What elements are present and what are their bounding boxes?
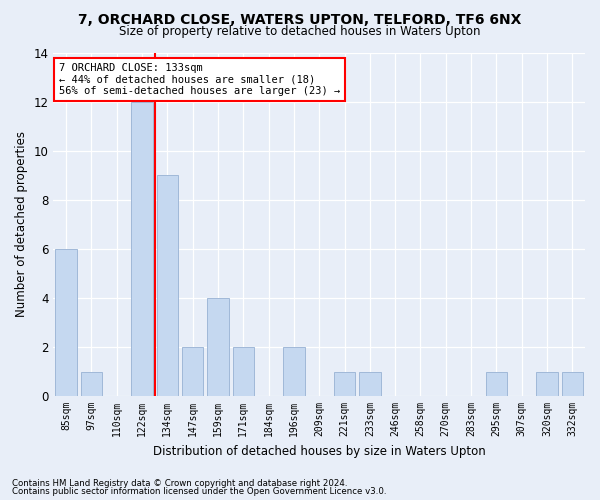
Y-axis label: Number of detached properties: Number of detached properties xyxy=(15,132,28,318)
Bar xyxy=(536,372,558,396)
Bar xyxy=(233,347,254,396)
Text: Contains public sector information licensed under the Open Government Licence v3: Contains public sector information licen… xyxy=(12,487,386,496)
Text: 7 ORCHARD CLOSE: 133sqm
← 44% of detached houses are smaller (18)
56% of semi-de: 7 ORCHARD CLOSE: 133sqm ← 44% of detache… xyxy=(59,63,340,96)
Bar xyxy=(283,347,305,396)
Bar xyxy=(157,175,178,396)
Text: Contains HM Land Registry data © Crown copyright and database right 2024.: Contains HM Land Registry data © Crown c… xyxy=(12,478,347,488)
Bar xyxy=(562,372,583,396)
Bar xyxy=(182,347,203,396)
Bar xyxy=(80,372,102,396)
Bar xyxy=(334,372,355,396)
Bar xyxy=(131,102,153,396)
Text: Size of property relative to detached houses in Waters Upton: Size of property relative to detached ho… xyxy=(119,25,481,38)
Bar xyxy=(359,372,380,396)
Text: 7, ORCHARD CLOSE, WATERS UPTON, TELFORD, TF6 6NX: 7, ORCHARD CLOSE, WATERS UPTON, TELFORD,… xyxy=(79,12,521,26)
Bar xyxy=(55,249,77,396)
Bar xyxy=(485,372,507,396)
X-axis label: Distribution of detached houses by size in Waters Upton: Distribution of detached houses by size … xyxy=(153,444,485,458)
Bar xyxy=(207,298,229,396)
